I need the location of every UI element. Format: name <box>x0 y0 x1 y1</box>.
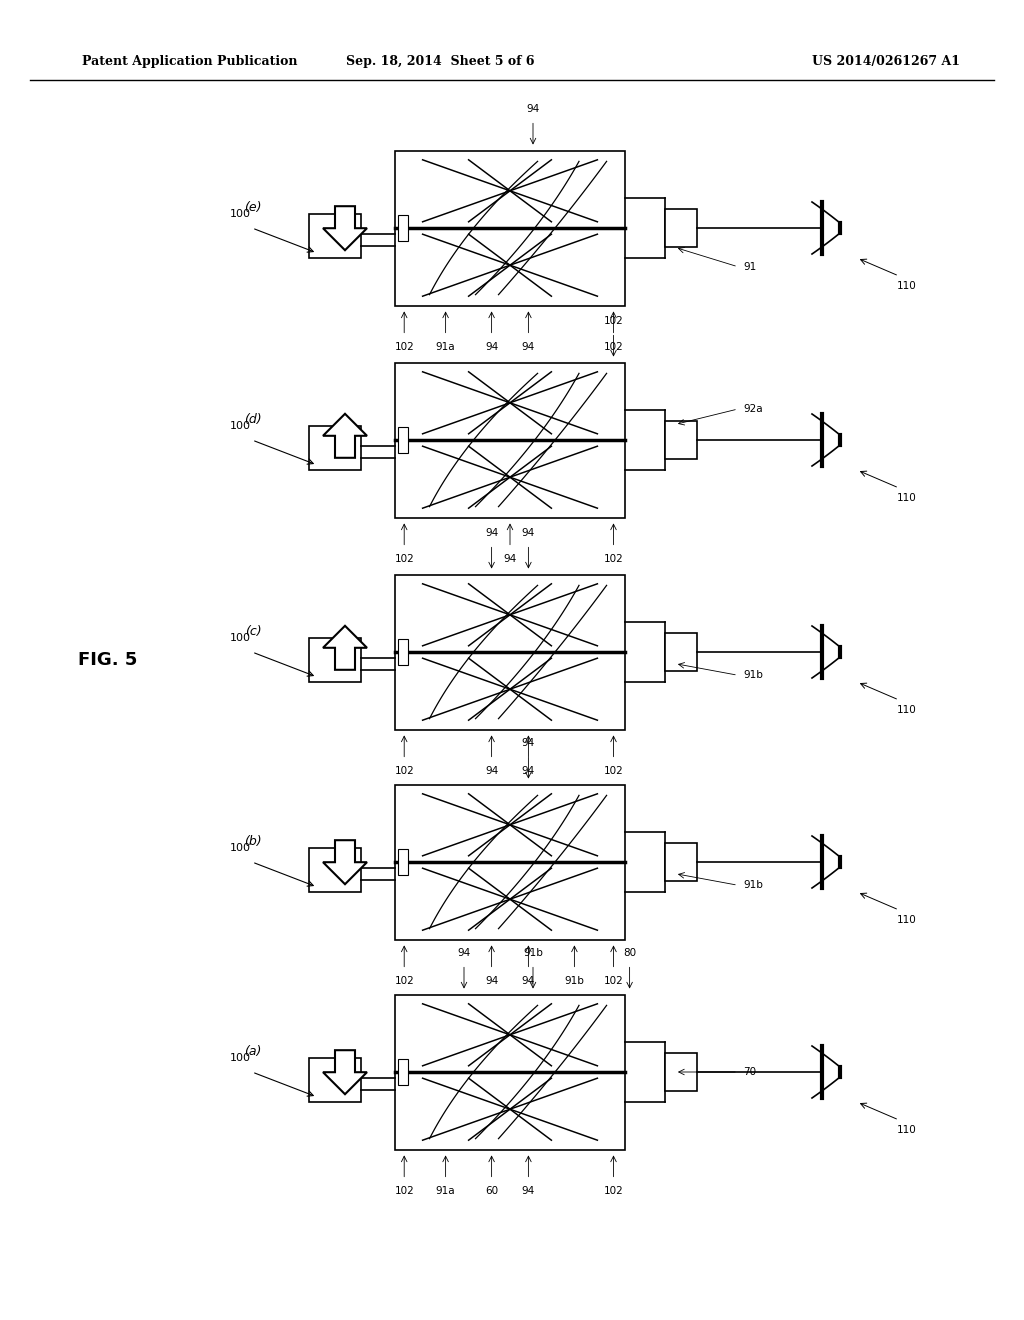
Bar <box>665 634 697 671</box>
Text: 91a: 91a <box>436 1187 456 1196</box>
Text: 110: 110 <box>897 281 916 290</box>
Polygon shape <box>323 206 367 251</box>
Text: 91b: 91b <box>523 948 543 957</box>
Text: 94: 94 <box>485 767 499 776</box>
Bar <box>309 638 361 682</box>
Text: 94: 94 <box>522 528 535 537</box>
Text: 110: 110 <box>897 705 916 715</box>
Bar <box>395 994 625 1150</box>
Text: 80: 80 <box>623 948 636 957</box>
Bar <box>398 639 408 665</box>
Text: 70: 70 <box>743 1067 756 1077</box>
Text: 94: 94 <box>485 342 499 352</box>
Text: Sep. 18, 2014  Sheet 5 of 6: Sep. 18, 2014 Sheet 5 of 6 <box>346 55 535 69</box>
Bar <box>395 363 625 517</box>
Text: 91b: 91b <box>743 671 763 680</box>
Text: 94: 94 <box>522 738 535 747</box>
Text: 110: 110 <box>897 492 916 503</box>
Text: 102: 102 <box>603 342 624 352</box>
Polygon shape <box>323 626 367 669</box>
Bar <box>309 426 361 470</box>
Text: 94: 94 <box>458 948 471 957</box>
Bar <box>395 150 625 305</box>
Text: 102: 102 <box>394 342 414 352</box>
Text: 91b: 91b <box>564 977 585 986</box>
Text: 94: 94 <box>522 342 535 352</box>
Text: 100: 100 <box>229 421 251 432</box>
Text: 100: 100 <box>229 634 251 643</box>
Text: 94: 94 <box>485 977 499 986</box>
Polygon shape <box>323 1051 367 1094</box>
Text: 100: 100 <box>229 1053 251 1063</box>
Text: 100: 100 <box>229 843 251 853</box>
Text: 91: 91 <box>743 261 756 272</box>
Text: 102: 102 <box>603 1187 624 1196</box>
Text: 102: 102 <box>394 554 414 565</box>
Text: 102: 102 <box>603 767 624 776</box>
Bar <box>395 784 625 940</box>
Bar <box>398 215 408 242</box>
Text: 94: 94 <box>485 528 499 537</box>
Text: 102: 102 <box>603 977 624 986</box>
Text: 102: 102 <box>603 315 624 326</box>
Bar <box>665 421 697 459</box>
Polygon shape <box>323 413 367 458</box>
Text: (c): (c) <box>245 626 261 639</box>
Text: 102: 102 <box>394 767 414 776</box>
Bar <box>665 209 697 247</box>
Bar <box>665 843 697 880</box>
Text: 102: 102 <box>394 1187 414 1196</box>
Text: FIG. 5: FIG. 5 <box>78 651 137 669</box>
Text: 91b: 91b <box>743 880 763 890</box>
Bar <box>398 1059 408 1085</box>
Text: (e): (e) <box>245 202 262 214</box>
Text: 102: 102 <box>394 977 414 986</box>
Text: Patent Application Publication: Patent Application Publication <box>82 55 298 69</box>
Text: 100: 100 <box>229 209 251 219</box>
Text: 94: 94 <box>522 767 535 776</box>
Text: 110: 110 <box>897 915 916 925</box>
Bar <box>398 426 408 453</box>
Text: 102: 102 <box>603 554 624 565</box>
Text: (d): (d) <box>244 413 262 426</box>
Text: (a): (a) <box>245 1045 262 1059</box>
Bar <box>309 214 361 257</box>
Polygon shape <box>323 841 367 884</box>
Bar <box>665 1053 697 1092</box>
Bar <box>395 574 625 730</box>
Text: US 2014/0261267 A1: US 2014/0261267 A1 <box>812 55 961 69</box>
Text: 91a: 91a <box>436 342 456 352</box>
Text: (b): (b) <box>244 836 262 849</box>
Text: 60: 60 <box>485 1187 498 1196</box>
Bar <box>309 847 361 892</box>
Text: 110: 110 <box>897 1125 916 1135</box>
Text: 94: 94 <box>522 977 535 986</box>
Text: 94: 94 <box>522 1187 535 1196</box>
Bar <box>398 849 408 875</box>
Bar <box>309 1059 361 1102</box>
Text: 92a: 92a <box>743 404 763 414</box>
Text: 94: 94 <box>526 103 540 114</box>
Text: 94: 94 <box>504 554 517 565</box>
